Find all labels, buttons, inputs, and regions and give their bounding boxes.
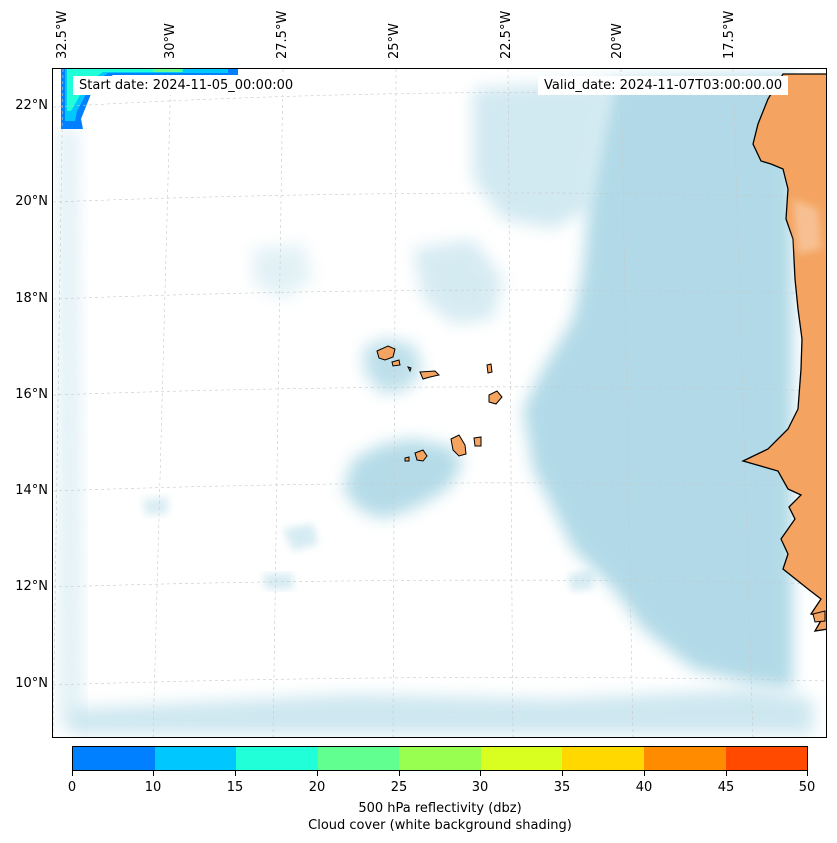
colorbar-segment xyxy=(236,747,318,770)
land-highlight xyxy=(793,199,821,254)
lon-label: 32.5°W xyxy=(55,10,70,59)
colorbar-segment xyxy=(725,747,808,770)
island-santa-luzia xyxy=(407,366,412,373)
island-sao-nicolau xyxy=(419,370,440,380)
colorbar-tick xyxy=(235,771,236,776)
lon-label: 25°W xyxy=(387,23,402,59)
african-coast-islands xyxy=(812,610,826,623)
colorbar-tick-label: 30 xyxy=(471,780,489,795)
island-fogo xyxy=(414,449,428,462)
island-brava xyxy=(404,456,410,462)
colorbar-tick-label: 35 xyxy=(553,780,571,795)
colorbar-segment xyxy=(317,747,400,770)
lat-label: 22°N xyxy=(15,98,48,113)
colorbar-tick-label: 10 xyxy=(144,780,162,795)
island-maio xyxy=(473,436,482,447)
reflectivity-patch xyxy=(61,69,238,129)
lat-label: 14°N xyxy=(15,483,48,498)
colorbar-segment xyxy=(399,747,481,770)
lon-label: 27.5°W xyxy=(275,10,290,59)
colorbar-tick-label: 0 xyxy=(67,780,77,795)
colorbar-tick xyxy=(480,771,481,776)
lat-label: 10°N xyxy=(15,676,48,691)
colorbar-tick-label: 15 xyxy=(226,780,244,795)
colorbar-segment xyxy=(562,747,644,770)
colorbar-segment xyxy=(154,747,237,770)
island-sal xyxy=(486,363,493,374)
lat-label: 20°N xyxy=(15,194,48,209)
colorbar-tick xyxy=(399,771,400,776)
colorbar-tick-label: 40 xyxy=(635,780,653,795)
colorbar-tick xyxy=(72,771,73,776)
start-date-label: Start date: 2024-11-05_00:00:00 xyxy=(73,76,300,95)
colorbar-tick xyxy=(562,771,563,776)
colorbar-tick-label: 45 xyxy=(717,780,735,795)
island-santiago xyxy=(450,434,467,457)
island-boa-vista xyxy=(488,390,503,405)
colorbar-label-reflectivity: 500 hPa reflectivity (dbz) xyxy=(358,801,522,816)
map-panel xyxy=(52,68,827,738)
colorbar-tick xyxy=(317,771,318,776)
colorbar-segment xyxy=(73,747,155,770)
valid-date-label: Valid_date: 2024-11-07T03:00:00.00 xyxy=(538,76,789,95)
colorbar-tick-label: 50 xyxy=(798,780,816,795)
colorbar-tick-label: 20 xyxy=(308,780,326,795)
cloud-cover-shading xyxy=(58,74,813,734)
lon-label: 17.5°W xyxy=(722,10,737,59)
lat-label: 16°N xyxy=(15,387,48,402)
colorbar-tick-label: 25 xyxy=(390,780,408,795)
lat-label: 18°N xyxy=(15,291,48,306)
colorbar-tick xyxy=(726,771,727,776)
colorbar-segment xyxy=(480,747,563,770)
colorbar-tick xyxy=(807,771,808,776)
colorbar-label-cloud-cover: Cloud cover (white background shading) xyxy=(308,818,572,833)
colorbar-tick xyxy=(153,771,154,776)
lon-label: 20°W xyxy=(610,23,625,59)
colorbar-tick xyxy=(644,771,645,776)
gridlines xyxy=(53,69,826,737)
lon-label: 30°W xyxy=(163,23,178,59)
lat-label: 12°N xyxy=(15,579,48,594)
lon-label: 22.5°W xyxy=(499,10,514,59)
island-sao-vicente xyxy=(391,359,401,367)
island-santo-antao xyxy=(376,345,396,361)
colorbar-segment xyxy=(643,747,726,770)
map-canvas xyxy=(53,69,826,737)
colorbar xyxy=(72,746,808,771)
cape-verde-islands xyxy=(376,345,503,462)
